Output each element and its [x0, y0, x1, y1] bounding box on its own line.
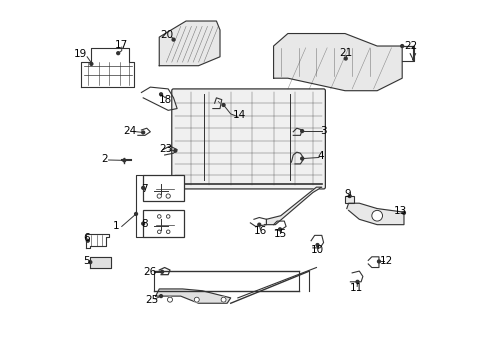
Text: 5: 5: [83, 256, 90, 266]
Circle shape: [194, 297, 199, 302]
Bar: [143, 175, 184, 202]
Polygon shape: [265, 187, 322, 225]
Polygon shape: [159, 21, 220, 66]
Text: 1: 1: [112, 221, 119, 231]
Circle shape: [142, 222, 145, 225]
Circle shape: [123, 159, 126, 162]
Text: 13: 13: [393, 206, 407, 216]
Text: 8: 8: [141, 219, 147, 229]
Text: 4: 4: [318, 151, 324, 161]
Circle shape: [344, 57, 347, 60]
Text: 15: 15: [273, 229, 287, 239]
Text: 26: 26: [144, 267, 157, 277]
Circle shape: [401, 45, 404, 48]
Circle shape: [86, 239, 89, 242]
Text: 12: 12: [379, 256, 392, 266]
Circle shape: [222, 104, 225, 107]
Circle shape: [117, 52, 120, 55]
Circle shape: [221, 297, 226, 302]
Text: 6: 6: [83, 233, 90, 243]
Polygon shape: [273, 33, 402, 91]
Text: 19: 19: [74, 49, 87, 59]
Polygon shape: [347, 203, 404, 225]
Text: 22: 22: [404, 41, 417, 51]
Circle shape: [172, 38, 175, 41]
Circle shape: [279, 228, 281, 231]
Circle shape: [258, 223, 261, 226]
Circle shape: [142, 186, 145, 189]
Circle shape: [301, 130, 304, 132]
Text: 14: 14: [233, 110, 246, 120]
Circle shape: [135, 212, 138, 215]
Circle shape: [377, 260, 380, 263]
Text: 20: 20: [161, 30, 173, 40]
Circle shape: [142, 131, 145, 134]
Bar: [143, 210, 184, 237]
Circle shape: [316, 244, 319, 247]
Text: 3: 3: [320, 126, 327, 136]
Text: 7: 7: [141, 184, 147, 194]
Circle shape: [174, 149, 177, 152]
Circle shape: [356, 280, 359, 283]
Text: 16: 16: [254, 226, 267, 236]
Circle shape: [160, 295, 163, 297]
Circle shape: [348, 195, 351, 198]
Circle shape: [372, 210, 383, 221]
FancyBboxPatch shape: [172, 89, 325, 189]
Text: 23: 23: [159, 144, 172, 154]
Circle shape: [89, 261, 92, 264]
Circle shape: [402, 211, 405, 214]
Polygon shape: [90, 257, 111, 267]
Circle shape: [90, 63, 93, 65]
Circle shape: [301, 157, 304, 160]
Bar: [345, 196, 354, 203]
Circle shape: [161, 270, 164, 273]
Text: 18: 18: [159, 95, 172, 105]
Text: 24: 24: [123, 126, 137, 136]
Circle shape: [160, 93, 163, 96]
Text: 17: 17: [115, 40, 128, 50]
Text: 25: 25: [145, 296, 158, 305]
Text: 10: 10: [311, 245, 324, 255]
Text: 21: 21: [339, 48, 352, 58]
Text: 11: 11: [350, 283, 363, 293]
Text: 9: 9: [344, 189, 351, 199]
Circle shape: [168, 297, 172, 302]
Text: 2: 2: [101, 154, 108, 164]
Polygon shape: [156, 289, 231, 303]
